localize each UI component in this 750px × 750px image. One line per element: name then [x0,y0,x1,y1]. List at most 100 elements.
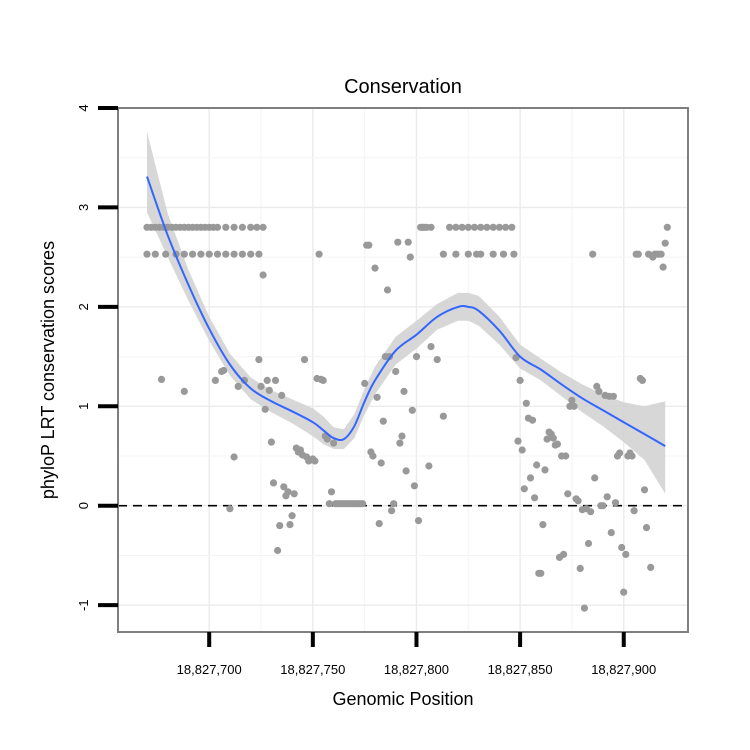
data-point [634,250,642,258]
data-point [406,253,414,261]
data-point [591,474,599,482]
data-point [659,263,667,271]
data-point [398,432,406,440]
data-point [379,417,387,425]
data-point [288,512,296,520]
data-point [570,402,578,410]
y-tick-label: -1 [76,599,91,611]
data-point [315,250,323,258]
data-points [143,223,671,612]
data-point [230,453,238,461]
data-point [647,563,655,572]
data-point [616,449,624,457]
data-point [446,223,454,231]
data-point [564,490,572,498]
data-point [408,406,416,414]
data-point [584,539,593,548]
data-point [410,482,418,490]
data-point [373,393,381,401]
y-tick-label: 1 [76,403,91,410]
data-point [553,440,562,448]
y-tick-label: 3 [76,204,91,211]
data-point [238,223,246,231]
chart-title: Conservation [344,76,462,98]
data-point [439,250,447,258]
x-tick-label: 18,827,750 [280,662,345,677]
data-point [642,524,651,532]
data-point [361,379,369,387]
data-point [587,508,595,516]
x-tick-label: 18,827,900 [591,662,656,677]
data-point [574,497,582,505]
data-point [425,462,433,470]
data-point [377,459,385,467]
data-point [226,505,234,513]
data-point [271,376,280,384]
data-point [151,250,159,258]
data-point [265,386,273,394]
data-point [276,522,284,530]
data-point [213,223,222,231]
data-point [502,223,510,231]
data-point [603,493,611,501]
data-point [489,250,497,258]
data-point [477,223,485,231]
data-point [404,238,412,246]
data-point [427,223,435,231]
data-point [518,446,526,454]
data-point [234,382,242,390]
data-point [255,356,263,364]
data-point [568,396,576,404]
data-point [595,387,603,395]
data-point [638,376,647,384]
data-point [427,343,435,351]
y-tick-label: 2 [76,303,91,310]
data-point [259,223,267,231]
data-point [512,354,520,362]
data-point [327,488,336,496]
data-point [394,238,402,246]
data-point [359,500,367,508]
data-point [290,490,298,498]
data-point [609,392,618,400]
data-point [259,271,267,279]
data-point [257,382,265,390]
data-point [400,387,408,395]
data-point [330,439,338,447]
data-point [414,517,423,525]
data-point [261,405,269,413]
data-point [143,250,151,258]
data-point [618,543,626,552]
smoothed-trend-line [146,176,666,447]
data-point [396,439,404,447]
data-point [222,223,230,231]
data-point [473,250,481,258]
data-point [562,452,570,460]
data-point [274,546,282,555]
data-point [390,500,398,508]
y-tick-label: 4 [76,104,91,111]
data-point [222,250,230,258]
data-point [531,494,539,502]
y-axis-label: phyloP LRT conservation scores [38,241,58,499]
data-point [580,604,589,612]
data-point [499,250,508,258]
data-point [189,250,197,258]
data-point [220,366,228,375]
data-point [247,223,255,231]
data-point [383,286,392,294]
data-point [464,250,472,258]
data-point [240,376,248,384]
data-point [325,500,333,508]
data-point [528,416,537,424]
x-tick-label: 18,827,850 [488,662,553,677]
data-point [375,520,383,528]
data-point [286,521,294,529]
data-point [533,461,541,469]
data-point [205,250,213,258]
data-point [516,376,524,384]
data-point [541,466,549,474]
data-point [589,250,597,258]
data-point [402,467,410,475]
